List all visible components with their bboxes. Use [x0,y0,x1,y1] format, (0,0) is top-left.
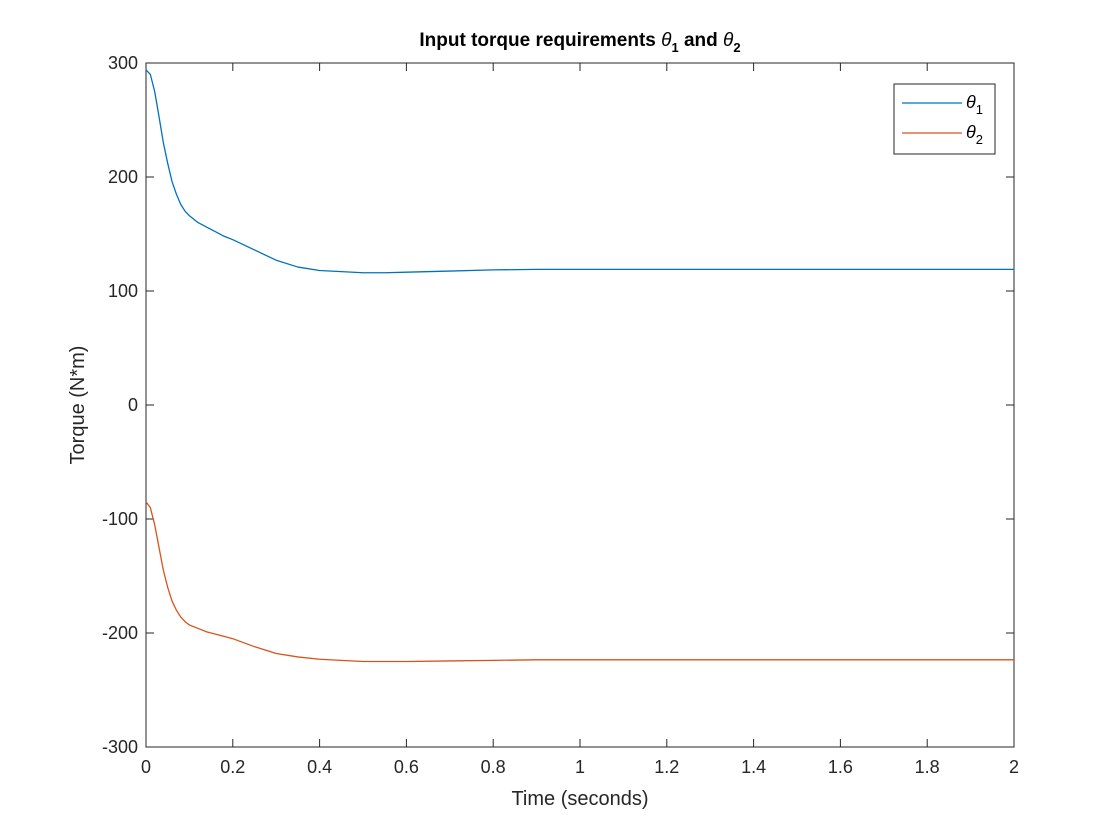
x-tick-label: 1 [575,757,585,777]
x-tick-label: 0.4 [307,757,332,777]
chart-title: Input torque requirements θ1 and θ2 [419,30,740,55]
x-tick-label: 0.6 [394,757,419,777]
x-tick-label: 1.4 [741,757,766,777]
x-tick-label: 1.8 [915,757,940,777]
legend: θ1 θ2 [893,83,996,155]
x-tick-label: 0.8 [481,757,506,777]
y-tick-label: -100 [102,509,138,529]
series-line-theta2 [145,501,1014,663]
y-tick-label: 100 [108,281,138,301]
x-tick-label: 0 [141,757,151,777]
legend-box [893,83,996,155]
y-tick-label: 0 [128,395,138,415]
series-line-theta1 [145,69,1014,274]
y-tick-label: -200 [102,623,138,643]
x-axis-label: Time (seconds) [511,788,648,810]
x-tick-label: 0.2 [220,757,245,777]
legend-label-theta1: θ1 [966,92,983,117]
x-tick-label: 1.6 [828,757,853,777]
x-tick-label: 1.2 [654,757,679,777]
axis-ticks: 0 0.2 0.4 0.6 0.8 1 1.2 1.4 1.6 1.8 2 -300 -200 -100 0… [102,53,1019,777]
series-layer [145,69,1014,663]
y-tick-label: -300 [102,737,138,757]
legend-label-theta2: θ2 [966,122,983,147]
y-axis-label: Torque (N*m) [67,346,89,465]
y-tick-label: 200 [108,167,138,187]
plot-area [145,62,1015,748]
x-tick-label: 2 [1009,757,1019,777]
y-tick-label: 300 [108,53,138,73]
